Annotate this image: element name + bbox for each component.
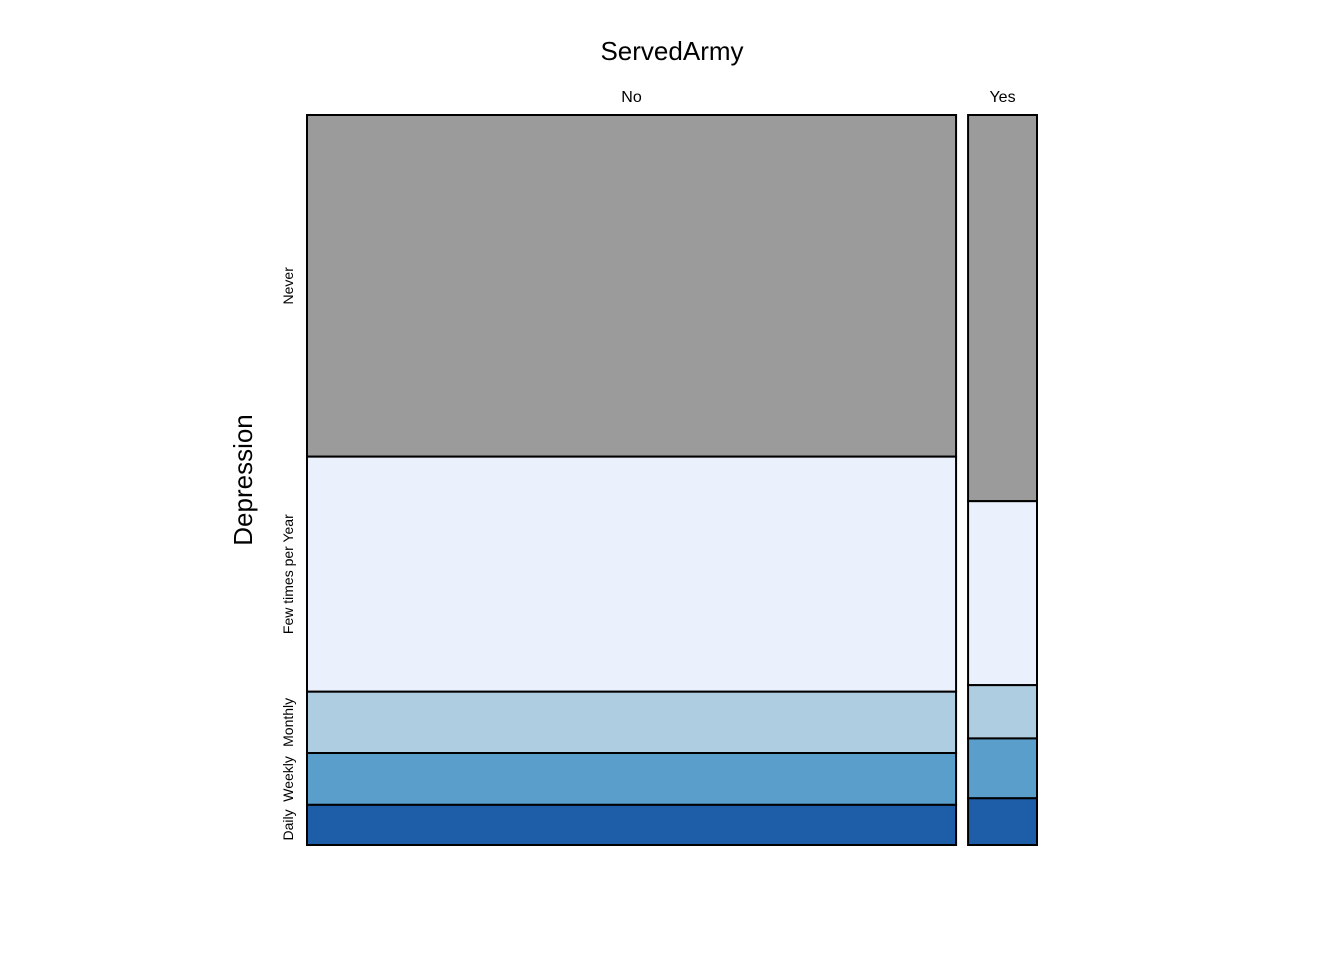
tile-no-monthly bbox=[306, 690, 958, 755]
row-label-monthly: Monthly bbox=[280, 698, 296, 747]
column-label-no: No bbox=[621, 89, 642, 106]
tile-yes-daily bbox=[967, 797, 1039, 847]
tile-yes-few-times-per-year bbox=[967, 500, 1039, 687]
column-labels: No Yes bbox=[621, 89, 1015, 106]
tile-no-weekly bbox=[306, 752, 958, 806]
row-labels: Never Few times per Year Monthly Weekly Dail… bbox=[280, 267, 296, 841]
tile-no-daily bbox=[306, 803, 958, 846]
tile-no-never bbox=[306, 114, 958, 458]
row-label-few-times-per-year: Few times per Year bbox=[280, 514, 296, 634]
row-label-weekly: Weekly bbox=[280, 756, 296, 802]
row-label-daily: Daily bbox=[280, 809, 296, 840]
chart-title: ServedArmy bbox=[600, 36, 743, 66]
tile-yes-weekly bbox=[967, 737, 1039, 800]
mosaic-tiles bbox=[306, 114, 1039, 847]
tile-no-few-times-per-year bbox=[306, 455, 958, 693]
row-label-never: Never bbox=[280, 267, 296, 305]
tile-yes-never bbox=[967, 114, 1039, 503]
tile-yes-monthly bbox=[967, 684, 1039, 740]
column-label-yes: Yes bbox=[989, 89, 1015, 106]
y-axis-title: Depression bbox=[228, 414, 258, 546]
